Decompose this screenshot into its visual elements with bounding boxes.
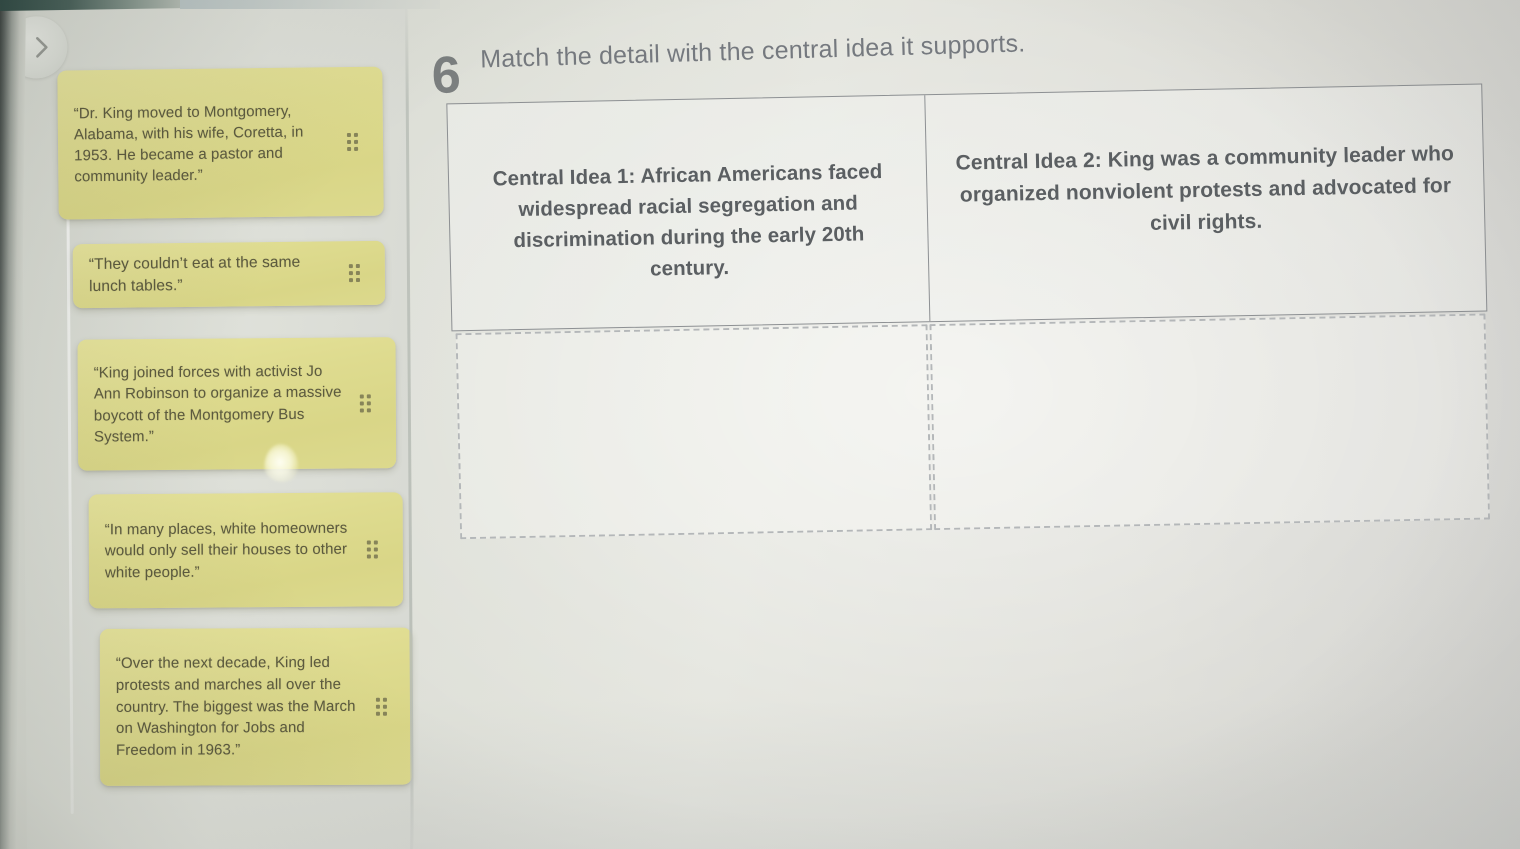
drag-handle-icon[interactable] [337,260,371,286]
drag-handle-icon[interactable] [335,128,369,154]
detail-card-text: “Dr. King moved to Montgomery, Alabama, … [73,102,304,185]
detail-cards-rail: “Dr. King moved to Montgomery, Alabama, … [5,2,413,849]
drag-handle-icon[interactable] [364,693,398,719]
dropzone-central-idea-2[interactable] [929,313,1491,531]
detail-card-text: “In many places, white homeowners would … [104,519,348,582]
detail-card[interactable]: “Over the next decade, King led protests… [99,627,413,786]
detail-card[interactable]: “King joined forces with activist Jo Ann… [77,337,397,471]
drag-handle-icon[interactable] [348,390,382,416]
central-idea-header-row: Central Idea 1: African Americans faced … [446,83,1488,332]
detail-card-text: “Over the next decade, King led protests… [115,654,356,760]
matching-table: Central Idea 1: African Americans faced … [446,83,1492,544]
chevron-right-icon [35,37,48,58]
drag-handle-icon[interactable] [355,536,389,562]
detail-card[interactable]: “In many places, white homeowners would … [88,492,404,609]
detail-card-text: “They couldn’t eat at the same lunch tab… [88,253,301,296]
screen-bezel-top-right [180,0,440,9]
central-idea-1-header: Central Idea 1: African Americans faced … [447,95,931,331]
question-number: 6 [431,46,462,105]
question-prompt: Match the detail with the central idea i… [479,29,1026,74]
detail-card[interactable]: “They couldn’t eat at the same lunch tab… [72,240,386,309]
detail-card[interactable]: “Dr. King moved to Montgomery, Alabama, … [57,66,384,220]
dropzone-central-idea-1[interactable] [455,324,933,540]
detail-card-text: “King joined forces with activist Jo Ann… [93,362,342,446]
central-idea-2-header: Central Idea 2: King was a community lea… [955,142,1455,235]
